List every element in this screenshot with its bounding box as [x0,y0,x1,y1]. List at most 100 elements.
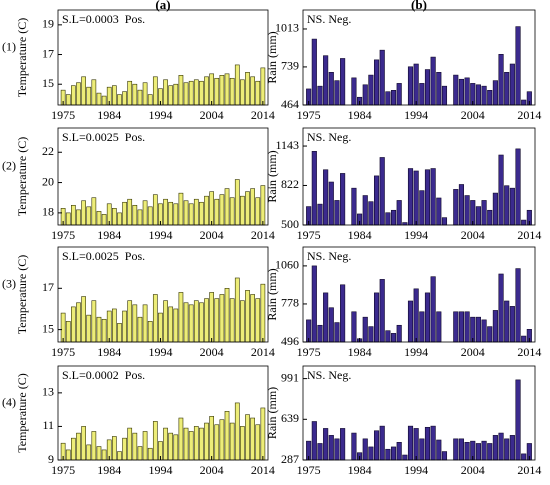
x-tick-label: 1975 [51,228,75,242]
x-tick-label: 1994 [148,228,172,242]
bar [142,431,148,461]
bar [65,94,71,106]
bar [96,446,102,461]
bar [458,438,465,461]
bar [127,427,133,461]
bar [390,446,397,461]
y-axis-label: Rain (mm) [265,31,279,83]
bar [178,192,184,226]
bar [122,91,127,106]
bar [515,268,521,343]
bar [498,432,504,461]
x-tick-label: 1975 [297,345,321,359]
bar [173,434,179,461]
x-tick-label: 1994 [404,108,428,122]
bar [323,169,329,226]
y-tick-label: 18 [42,205,54,219]
bar [436,197,442,226]
bar [385,330,391,343]
bar [199,427,204,461]
bar [214,298,220,343]
bar [132,83,138,106]
x-tick-label: 2014 [517,463,541,477]
bar [255,197,261,226]
x-tick-label: 1975 [51,463,75,477]
bar [521,335,527,343]
bar [204,422,209,461]
bar [390,209,397,226]
bar [224,73,230,106]
bar [60,312,66,343]
bar [173,83,179,106]
bar [509,306,515,343]
axes-frame [302,127,536,226]
bar [368,201,374,226]
bar [152,294,158,343]
bar [96,211,102,226]
bar [396,442,402,461]
bar [453,189,459,226]
annotation: NS. Neg. [307,249,351,263]
bar [137,89,143,106]
bar [504,300,510,343]
bar [199,302,204,343]
bar [317,85,323,106]
bar [255,298,261,343]
x-tick-label: 1975 [297,463,321,477]
bar [441,217,448,226]
bar [168,432,174,461]
bar [464,311,470,343]
bar [396,200,402,226]
bar [117,94,122,106]
y-tick-label: 13 [42,385,54,399]
bar [475,206,481,226]
bar [385,448,391,461]
bar [224,411,230,461]
x-tick-label: 1994 [404,345,428,359]
bar [214,77,220,106]
bar [199,201,204,226]
y-tick-label: 17 [42,46,54,60]
y-tick-label: 1143 [275,138,299,152]
y-tick-label: 739 [281,59,299,73]
bar [379,425,385,461]
bar [334,200,340,226]
y-axis-label: Temperature (C) [15,373,29,452]
bar [86,206,92,226]
bar [255,80,261,106]
bar [362,438,368,461]
bar [487,326,493,343]
bar [311,38,317,106]
bar [209,73,215,106]
bar [234,179,240,226]
y-tick-label: 464 [281,97,299,111]
bar [441,451,448,461]
bar [250,417,255,461]
axes-frame [302,246,536,343]
bar [168,201,174,226]
bar [188,431,194,461]
bar [509,435,515,461]
bar [430,276,436,343]
bar [163,300,168,343]
axes-frame [302,365,536,461]
bar [458,78,465,106]
x-tick-label: 1975 [51,345,75,359]
bar [71,306,76,343]
bar [204,298,209,343]
axes-frame [57,246,269,343]
bar [71,437,76,461]
x-tick-label: 1994 [148,463,172,477]
bar [379,279,385,343]
bar [328,435,334,461]
bar [498,273,504,343]
bar [152,76,158,106]
y-tick-label: 778 [281,296,299,310]
bar [101,318,107,343]
bar [91,431,97,461]
bar [101,95,107,106]
bar [492,192,498,226]
bar [173,203,179,226]
bar [117,451,122,461]
